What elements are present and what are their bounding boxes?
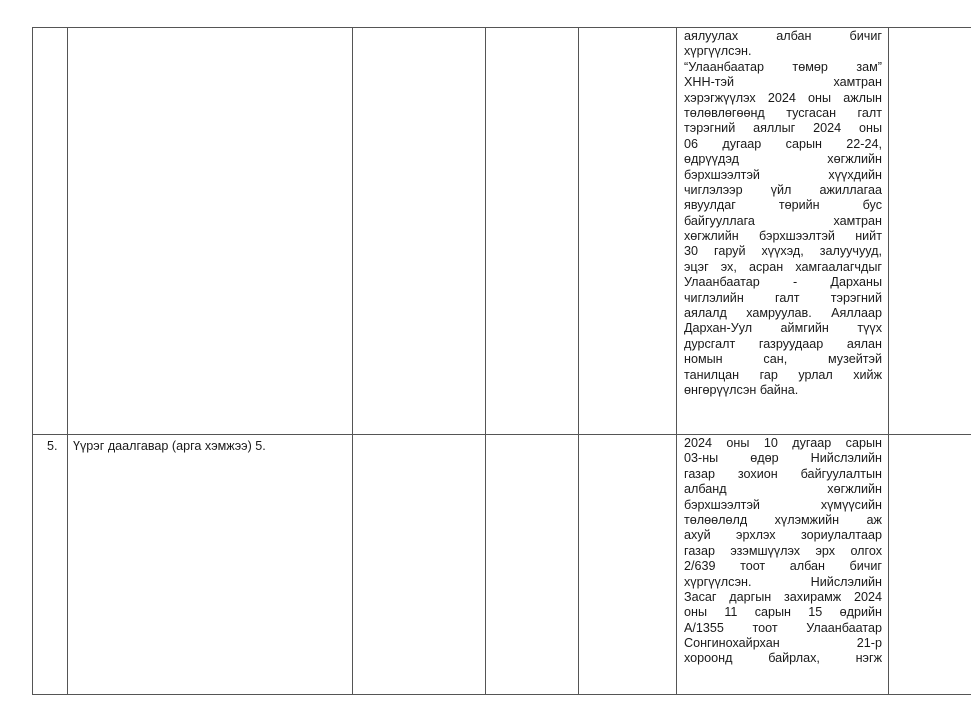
empty-cell	[888, 434, 971, 695]
table-row: 5. Үүрэг даалгавар (арга хэмжээ) 5. 2024…	[32, 434, 971, 695]
text-line: 2/639 тоот албан бичиг	[684, 559, 882, 574]
empty-cell	[352, 434, 486, 695]
text-line: танилцан гар урлал хийж	[684, 367, 882, 382]
empty-cell	[485, 27, 579, 435]
text-line: аялалд хамруулав. Аяллаар	[684, 306, 882, 321]
text-line: газар эзэмшүүлэх эрх олгох	[684, 543, 882, 558]
text-line: бэрхшээлтэй хүүхдийн	[684, 167, 882, 182]
row-number: 5.	[32, 434, 68, 695]
document-table: аялуулах албан бичиг хүргүүлсэн. “Улаанбаа…	[32, 27, 971, 695]
text-line: Сонгинохайрхан 21-р	[684, 636, 882, 651]
text-line: 06 дугаар сарын 22-24,	[684, 136, 882, 151]
text-line: ХНН-тэй хамтран	[684, 75, 882, 90]
text-line: газар зохион байгуулалтын	[684, 466, 882, 481]
text-line: байгууллага хамтран	[684, 213, 882, 228]
progress-text-cell: 2024 оны 10 дугаар сарын 03-ны өдөр Нийсл…	[676, 434, 889, 695]
text-line: өнгөрүүлсэн байна.	[684, 383, 799, 397]
text-line: хөгжлийн бэрхшээлтэй нийт	[684, 229, 882, 244]
text-line: Дархан-Уул аймгийн түүх	[684, 321, 882, 336]
text-line: 03-ны өдөр Нийслэлийн	[684, 451, 882, 466]
text-line: дурсгалт газруудаар аялан	[684, 336, 882, 351]
text-line: албанд хөгжлийн	[684, 482, 882, 497]
empty-cell	[578, 27, 677, 435]
text-line: өдрүүдэд хөгжлийн	[684, 152, 882, 167]
text-line: төлөөлөлд хүлэмжийн аж	[684, 512, 882, 527]
task-cell	[67, 27, 353, 435]
text-line: хороонд байрлах, нэгж	[684, 651, 882, 666]
text-line: 2024 оны 10 дугаар сарын	[684, 436, 882, 450]
text-line: А/1355 тоот Улаанбаатар	[684, 620, 882, 635]
text-line: оны 11 сарын 15 өдрийн	[684, 605, 882, 620]
progress-text-cell: аялуулах албан бичиг хүргүүлсэн. “Улаанбаа…	[676, 27, 889, 435]
text-line: эцэг эх, асран хамгаалагчдыг	[684, 259, 882, 274]
text-line: аялуулах албан бичиг	[684, 29, 882, 43]
empty-cell	[888, 27, 971, 435]
text-line: явуулдаг төрийн бус	[684, 198, 882, 213]
text-line: чиглэлийн галт тэрэгний	[684, 290, 882, 305]
text-line: “Улаанбаатар төмөр зам”	[684, 59, 882, 74]
empty-cell	[578, 434, 677, 695]
text-line: Засаг даргын захирамж 2024	[684, 589, 882, 604]
empty-cell	[352, 27, 486, 435]
text-line: тэрэгний аяллыг 2024 оны	[684, 121, 882, 136]
text-line: хүргүүлсэн. Нийслэлийн	[684, 574, 882, 589]
text-line: хүргүүлсэн.	[684, 44, 752, 59]
text-line: 30 гаруй хүүхэд, залуучууд,	[684, 244, 882, 259]
text-line: ахуй эрхлэх зориулалтаар	[684, 528, 882, 543]
text-line: Улаанбаатар - Дарханы	[684, 275, 882, 290]
empty-cell	[485, 434, 579, 695]
text-line: төлөвлөгөөнд тусгасан галт	[684, 105, 882, 120]
text-line: хэрэгжүүлэх 2024 оны ажлын	[684, 90, 882, 105]
task-cell: Үүрэг даалгавар (арга хэмжээ) 5.	[67, 434, 353, 695]
row-number	[32, 27, 68, 435]
text-line: чиглэлээр үйл ажиллагаа	[684, 182, 882, 197]
text-line: бэрхшээлтэй хүмүүсийн	[684, 497, 882, 512]
text-line: номын сан, музейтэй	[684, 352, 882, 367]
table-row: аялуулах албан бичиг хүргүүлсэн. “Улаанбаа…	[32, 27, 971, 435]
